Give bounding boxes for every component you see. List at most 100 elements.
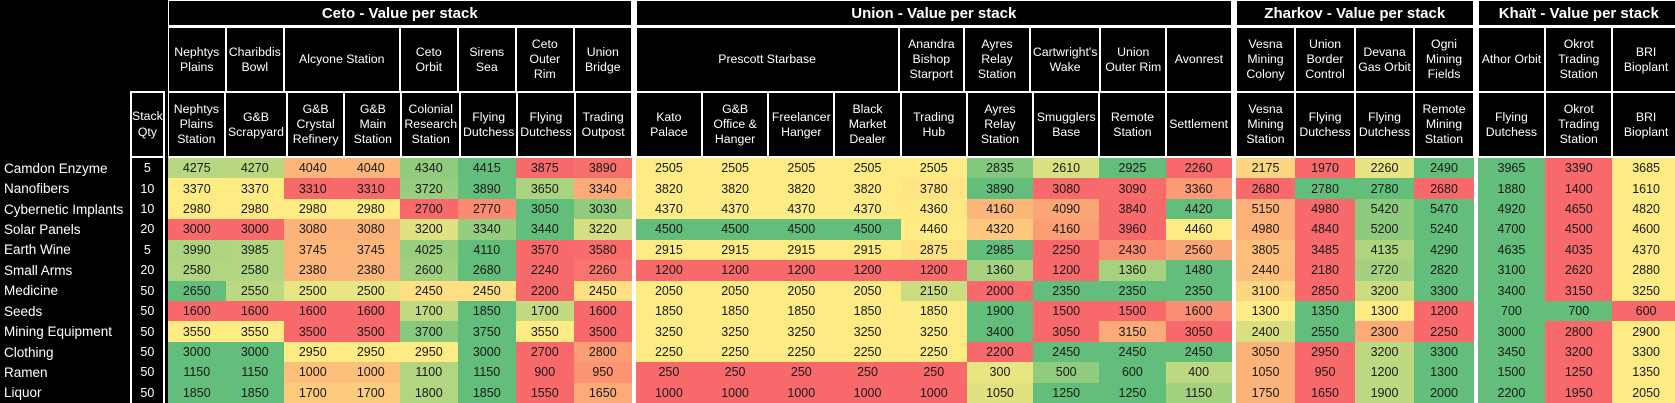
table-row: 3250 3250 3250 3250 3250 3400 3050 3150 3050 — [635, 321, 1232, 342]
value-cell: 2680 — [1414, 178, 1474, 199]
value-cell: 2550 — [225, 280, 284, 301]
value-cell: 2950 — [283, 341, 342, 363]
location-header-cell: Okrot Trading Station — [1545, 27, 1613, 92]
value-cell: 1150 — [225, 362, 284, 383]
table-row: 3100 2620 2880 — [1477, 260, 1675, 281]
value-cell: 3965 — [1477, 158, 1546, 179]
value-cell: 4160 — [966, 198, 1034, 220]
value-cell: 250 — [834, 362, 901, 383]
value-cell: 1000 — [635, 382, 702, 403]
value-cell: 2400 — [1235, 321, 1296, 342]
value-cell: 2915 — [635, 239, 702, 261]
value-cell: 1600 — [573, 300, 632, 322]
value-cell: 1970 — [1295, 158, 1355, 179]
value-cell: 1250 — [1033, 382, 1100, 403]
value-cell: 1350 — [1612, 362, 1675, 383]
value-cell: 2430 — [1099, 239, 1166, 261]
value-cell: 2505 — [900, 158, 967, 179]
value-cell: 2050 — [834, 280, 901, 301]
table-row: 2200 1950 2050 — [1477, 382, 1675, 403]
value-cell: 4840 — [1295, 219, 1355, 240]
value-cell: 4110 — [457, 239, 516, 261]
group-divider — [1473, 0, 1478, 403]
value-cell: 950 — [1295, 362, 1355, 383]
value-cell: 4500 — [635, 219, 702, 240]
value-cell: 4370 — [768, 198, 835, 220]
value-cell: 250 — [768, 362, 835, 383]
value-cell: 900 — [515, 362, 574, 383]
group-title: Union - Value per stack — [635, 0, 1232, 27]
value-cell: 3310 — [341, 178, 400, 199]
value-cell: 4420 — [1165, 198, 1232, 220]
value-cell: 3000 — [167, 341, 226, 363]
table-row: 3805 3485 4135 4290 — [1235, 239, 1474, 261]
value-cell: 1850 — [635, 300, 702, 322]
location-header-cell: Sirens Sea — [457, 27, 516, 92]
station-header-cell: Okrot Trading Station — [1545, 92, 1613, 158]
station-header-cell: G&B Office & Hanger — [701, 92, 769, 158]
value-cell: 4415 — [457, 158, 516, 179]
table-row: 2980 2980 2980 2980 2700 2770 3050 3030 — [167, 198, 632, 220]
table-row: 1850 1850 1700 1700 1800 1850 1550 1650 — [167, 382, 632, 403]
value-cell: 1000 — [701, 382, 769, 403]
commodity-label: Clothing — [4, 344, 54, 360]
table-row: 1600 1600 1600 1600 1700 1850 1700 1600 — [167, 300, 632, 322]
value-cell: 3000 — [225, 341, 284, 363]
value-cell: 1700 — [515, 300, 574, 322]
value-cell: 3340 — [573, 178, 632, 199]
table-row: 3100 2850 3200 3300 — [1235, 280, 1474, 301]
value-cell: 4460 — [900, 219, 967, 240]
table-row: 3000 3000 2950 2950 2950 3000 2700 2800 — [167, 341, 632, 363]
value-cell: 3820 — [834, 178, 901, 199]
value-cell: 1950 — [1545, 382, 1613, 403]
value-cell: 1700 — [341, 382, 400, 403]
value-cell: 3000 — [1477, 321, 1546, 342]
value-cell: 3030 — [573, 198, 632, 220]
stack-qty-cell: 5 — [130, 158, 165, 179]
value-cell: 250 — [701, 362, 769, 383]
station-header-cell: Trading Outpost — [574, 92, 632, 158]
value-cell: 1000 — [283, 362, 342, 383]
value-cell: 2980 — [167, 198, 226, 220]
value-cell: 1610 — [1612, 178, 1675, 199]
value-cell: 950 — [573, 362, 632, 383]
station-header-cell: Nephtys Plains Station — [167, 92, 225, 158]
value-cell: 1200 — [701, 260, 769, 281]
value-cell: 2260 — [1354, 158, 1415, 179]
table-row: 2505 2505 2505 2505 2505 2835 2610 2925 2260 — [635, 158, 1232, 179]
value-cell: 3500 — [573, 321, 632, 342]
value-cell: 4650 — [1545, 198, 1613, 220]
value-cell: 1650 — [1295, 382, 1355, 403]
value-cell: 3100 — [1235, 280, 1296, 301]
group-title: Ceto - Value per stack — [167, 0, 632, 27]
value-cell: 4025 — [399, 239, 458, 261]
table-row: 2050 2050 2050 2050 2150 2000 2350 2350 2350 — [635, 280, 1232, 301]
value-cell: 3985 — [225, 239, 284, 261]
stack-qty-cell: 5 — [130, 239, 165, 261]
value-cell: 3805 — [1235, 239, 1296, 261]
value-cell: 3300 — [1612, 341, 1675, 363]
value-cell: 4920 — [1477, 198, 1546, 220]
stack-qty-cell: 50 — [130, 321, 165, 342]
value-cell: 1350 — [1295, 300, 1355, 322]
value-cell: 4500 — [768, 219, 835, 240]
value-cell: 3250 — [900, 321, 967, 342]
value-cell: 2505 — [701, 158, 769, 179]
value-cell: 1900 — [966, 300, 1034, 322]
value-cell: 2850 — [1295, 280, 1355, 301]
table-row: 1500 1250 1350 — [1477, 362, 1675, 383]
value-cell: 3550 — [515, 321, 574, 342]
value-cell: 600 — [1612, 300, 1675, 322]
value-cell: 2450 — [1099, 341, 1166, 363]
value-cell: 4460 — [1165, 219, 1232, 240]
value-cell: 2350 — [1165, 280, 1232, 301]
location-header-cell: Ceto Orbit — [399, 27, 458, 92]
value-cell: 2950 — [1295, 341, 1355, 363]
location-header-row: Nephtys Plains Charibdis Bowl Alcyone Stat… — [167, 27, 632, 92]
value-cell: 1150 — [457, 362, 516, 383]
value-cell: 250 — [900, 362, 967, 383]
value-cell: 2950 — [399, 341, 458, 363]
value-cell: 3390 — [1545, 158, 1613, 179]
value-cell: 1360 — [966, 260, 1034, 281]
value-cell: 3300 — [1414, 341, 1474, 363]
